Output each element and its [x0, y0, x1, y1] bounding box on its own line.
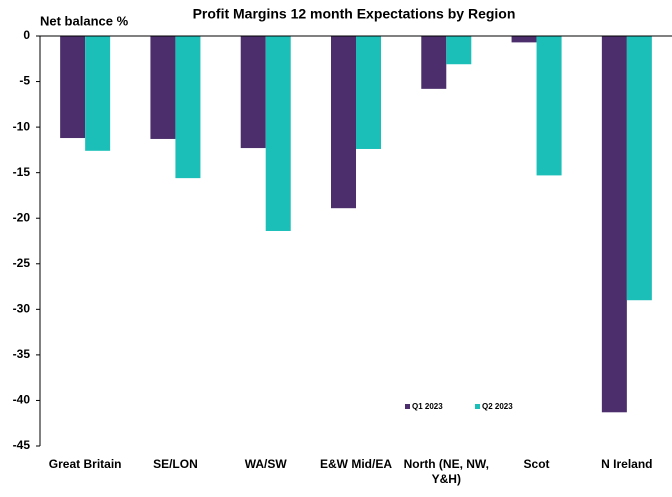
bar — [446, 36, 472, 65]
y-tick-label: -40 — [13, 393, 31, 407]
bar — [175, 36, 201, 179]
x-tick-label: WA/SW — [244, 457, 287, 471]
bar — [356, 36, 381, 149]
bar — [511, 36, 537, 43]
legend-swatch — [405, 404, 410, 409]
bar — [150, 36, 176, 139]
bar — [265, 36, 291, 231]
bar — [85, 36, 111, 151]
bar — [331, 36, 356, 209]
y-axis-label: Net balance % — [40, 13, 129, 28]
x-tick-label: E&W Mid/EA — [320, 457, 392, 471]
x-tick-label: SE/LON — [153, 457, 198, 471]
y-tick-label: -45 — [13, 438, 31, 452]
bar — [60, 36, 86, 139]
y-tick-label: -15 — [13, 165, 31, 179]
chart-title: Profit Margins 12 month Expectations by … — [193, 6, 516, 22]
y-tick-label: -10 — [13, 119, 31, 133]
bar — [601, 36, 627, 413]
legend-swatch — [475, 404, 480, 409]
y-tick-label: -25 — [13, 256, 31, 270]
bar — [536, 36, 562, 176]
y-tick-label: -35 — [13, 347, 31, 361]
y-tick-label: 0 — [23, 28, 30, 42]
bar — [626, 36, 652, 301]
y-tick-label: -5 — [19, 74, 30, 88]
x-tick-label: North (NE, NW, Y&H) — [403, 457, 489, 486]
bar — [421, 36, 447, 89]
y-tick-label: -20 — [13, 210, 31, 224]
x-tick-label: N Ireland — [601, 457, 653, 471]
legend-label: Q1 2023 — [412, 402, 443, 411]
y-tick-label: -30 — [13, 302, 31, 316]
legend-label: Q2 2023 — [482, 402, 513, 411]
x-tick-label: Great Britain — [48, 457, 122, 471]
x-tick-label: Scot — [523, 457, 550, 471]
bar — [240, 36, 266, 149]
